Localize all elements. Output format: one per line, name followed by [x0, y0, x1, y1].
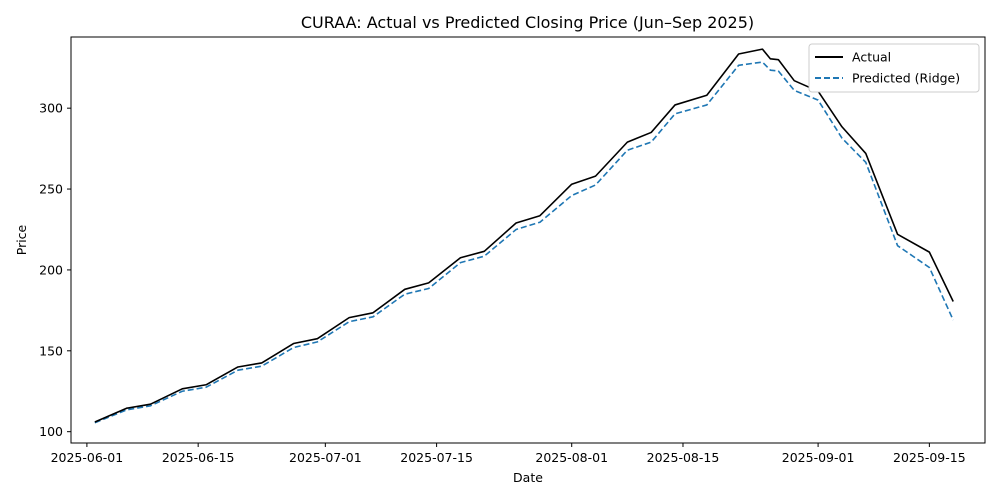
legend-label-predicted: Predicted (Ridge) [852, 71, 960, 86]
x-tick-label: 2025-08-15 [647, 450, 720, 465]
x-axis-label: Date [513, 470, 543, 485]
x-tick-label: 2025-07-15 [400, 450, 473, 465]
chart-title: CURAA: Actual vs Predicted Closing Price… [301, 13, 754, 32]
y-tick-label: 100 [39, 424, 63, 439]
x-tick-label: 2025-09-01 [782, 450, 855, 465]
x-tick-label: 2025-07-01 [289, 450, 362, 465]
y-tick-label: 200 [39, 262, 63, 277]
y-tick-label: 300 [39, 101, 63, 116]
y-axis-label: Price [14, 224, 29, 255]
y-tick-label: 150 [39, 343, 63, 358]
series-line-actual [94, 48, 954, 423]
x-tick-label: 2025-08-01 [535, 450, 608, 465]
legend: Actual Predicted (Ridge) [808, 43, 980, 93]
legend-frame [808, 43, 980, 93]
y-tick-label: 250 [39, 182, 63, 197]
x-tick-label: 2025-09-15 [893, 450, 966, 465]
plot-frame [70, 36, 986, 444]
x-tick-label: 2025-06-15 [162, 450, 235, 465]
series-line-predicted [94, 61, 954, 424]
legend-label-actual: Actual [852, 50, 891, 65]
x-tick-label: 2025-06-01 [51, 450, 124, 465]
